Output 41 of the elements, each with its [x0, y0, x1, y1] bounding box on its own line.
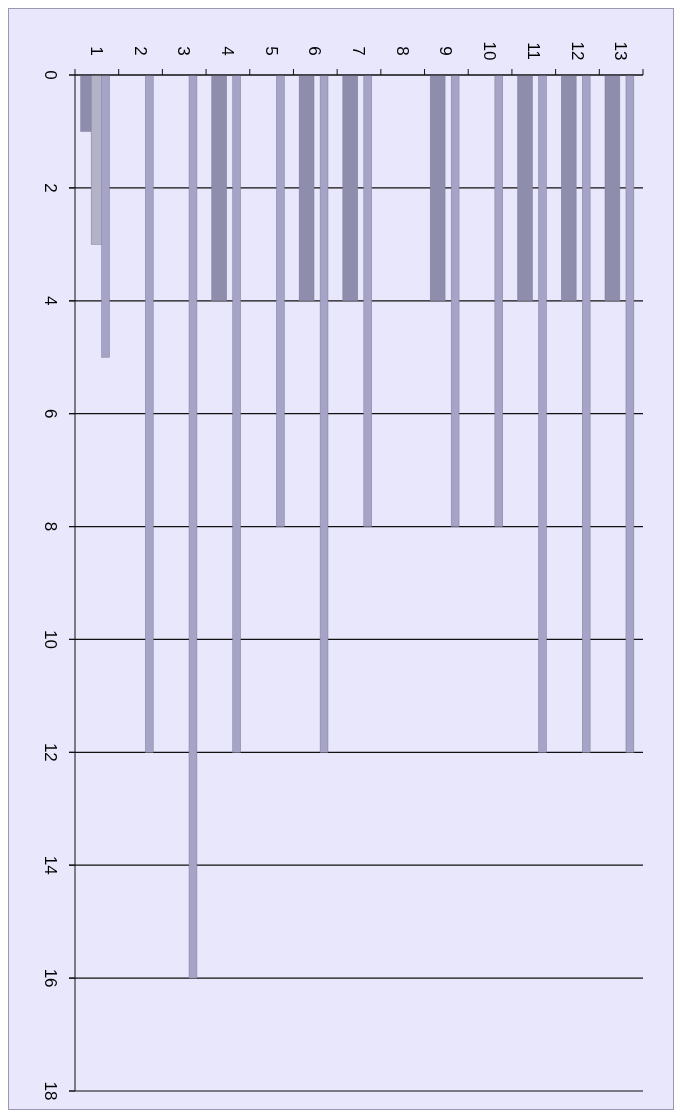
bar	[517, 74, 533, 302]
bar	[232, 74, 241, 753]
bar	[211, 74, 227, 302]
y-tick-label: 2	[41, 183, 61, 193]
y-tick-label: 10	[41, 629, 61, 649]
bar	[276, 74, 285, 527]
y-tick-label: 14	[41, 855, 61, 875]
x-tick-label: 11	[523, 42, 543, 60]
bar	[298, 74, 315, 302]
x-tick-label: 4	[217, 46, 237, 56]
x-tick-label: 12	[567, 41, 587, 61]
x-tick-label: 3	[174, 46, 194, 56]
bar	[342, 74, 358, 302]
y-tick-label: 16	[41, 968, 61, 988]
bar	[363, 74, 372, 527]
y-tick-label: 8	[41, 521, 61, 532]
bar	[561, 74, 577, 302]
y-tick-label: 6	[41, 408, 61, 419]
x-tick-label: 2	[130, 46, 150, 56]
bar	[319, 74, 329, 753]
bar	[188, 74, 198, 979]
y-tick-label: 0	[41, 70, 61, 80]
bar	[145, 74, 154, 753]
bar	[429, 74, 446, 302]
x-tick-label: 8	[392, 46, 412, 56]
x-tick-label: 7	[349, 46, 369, 56]
y-tick-label: 18	[41, 1081, 61, 1101]
bar	[604, 74, 621, 302]
bar	[494, 74, 503, 527]
x-tick-label: 10	[480, 41, 500, 61]
x-tick-label: 6	[305, 46, 325, 56]
x-tick-label: 1	[86, 46, 106, 56]
x-tick-label: 5	[261, 46, 281, 56]
bar	[625, 74, 635, 753]
x-tick-label: 9	[436, 46, 456, 56]
y-tick-label: 12	[41, 742, 61, 762]
bar	[450, 74, 460, 527]
bar	[538, 74, 547, 753]
y-tick-label: 4	[41, 296, 61, 306]
bar	[582, 74, 591, 753]
x-tick-label: 13	[611, 41, 631, 61]
